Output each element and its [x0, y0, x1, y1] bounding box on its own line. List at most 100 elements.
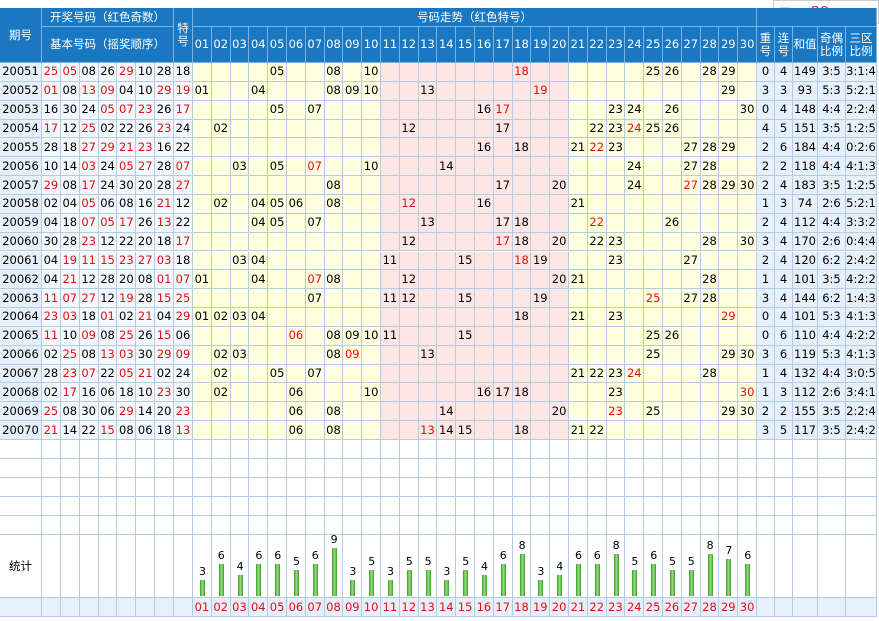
trend-cell: [399, 383, 419, 403]
trend-cell: [663, 157, 682, 177]
trend-cell: [362, 213, 381, 233]
basic-number: 05: [117, 157, 137, 177]
trend-cell: [700, 213, 720, 233]
trend-hit: 13: [418, 345, 438, 365]
zones: 4:2:2: [846, 270, 877, 290]
count-label: 5: [293, 554, 300, 568]
trend-cell: [305, 383, 325, 403]
trend-cell: [738, 289, 757, 309]
consecutive: 3: [775, 383, 793, 403]
issue: 20055: [0, 138, 42, 158]
basic-number: 17: [60, 383, 80, 403]
count-bar: [463, 569, 469, 596]
basic-number: 16: [155, 138, 175, 158]
count-bar: [745, 564, 751, 596]
trend-hit: 26: [663, 100, 682, 120]
trend-cell: [644, 270, 663, 290]
trend-cell: [681, 421, 701, 440]
footer-number: 28: [700, 598, 720, 617]
trend-cell: [663, 364, 682, 384]
trend-cell: [719, 213, 739, 233]
trend-hit: 13: [418, 81, 438, 101]
empty-cell: [42, 497, 61, 516]
trend-column-header: 22: [587, 27, 607, 63]
trend-hit: 02: [211, 308, 231, 327]
odd_even: 5:3: [818, 308, 846, 327]
header-consecutive: 连号: [775, 27, 793, 63]
basic-number: 10: [42, 157, 61, 177]
trend-cell: [493, 308, 513, 327]
empty-cell: [719, 516, 739, 535]
basic-number: 12: [98, 289, 118, 309]
trend-cell: [343, 289, 363, 309]
count-bar: [557, 574, 563, 596]
repeat: 2: [757, 138, 775, 158]
basic-number: 28: [155, 176, 175, 195]
zones: 3:3:2: [846, 213, 877, 233]
count-label: 4: [236, 559, 244, 573]
empty-cell: [793, 478, 818, 497]
trend-hit: 19: [531, 81, 551, 101]
empty-cell: [193, 440, 212, 459]
empty-cell: [644, 516, 663, 535]
trend-cell: [437, 194, 457, 214]
stats-cell: [700, 535, 720, 598]
empty-cell: [663, 478, 682, 497]
empty-cell: [343, 497, 363, 516]
basic-number: 23: [155, 383, 175, 403]
trend-cell: [456, 383, 475, 403]
empty-cell: [846, 440, 877, 459]
trend-hit: 21: [569, 421, 588, 440]
count-bar: [331, 548, 337, 596]
stats-cell: [493, 535, 513, 598]
trend-cell: [663, 289, 682, 309]
empty-cell: [268, 516, 287, 535]
empty-cell: [625, 516, 645, 535]
issue: 20058: [0, 194, 42, 214]
basic-number: 13: [79, 81, 99, 101]
trend-cell: [324, 289, 344, 309]
trend-cell: [249, 138, 269, 158]
trend-cell: [399, 63, 419, 82]
trend-cell: [475, 63, 494, 82]
stats-cell: [230, 535, 250, 598]
empty-cell: [60, 459, 80, 478]
trend-cell: [475, 326, 494, 346]
empty-cell: [362, 459, 381, 478]
issue: 20065: [0, 326, 42, 346]
trend-hit: 06: [287, 402, 306, 422]
basic-number: 14: [136, 402, 156, 422]
zones: 4:1:3: [846, 157, 877, 177]
count-bar: [500, 564, 506, 596]
consecutive: 4: [775, 251, 793, 271]
repeat: 0: [757, 100, 775, 120]
repeat: 2: [757, 176, 775, 195]
empty-cell: [719, 478, 739, 497]
trend-hit: 26: [663, 213, 682, 233]
trend-cell: [437, 63, 457, 82]
trend-hit: 14: [437, 157, 457, 177]
trend-cell: [531, 345, 551, 365]
footer-number: 26: [663, 598, 682, 617]
trend-hit: 22: [587, 364, 607, 384]
empty-cell: [512, 440, 532, 459]
trend-cell: [719, 119, 739, 139]
trend-cell: [437, 251, 457, 271]
empty-cell: [98, 516, 118, 535]
empty-cell: [381, 497, 400, 516]
trend-cell: [569, 213, 588, 233]
trend-cell: [512, 270, 532, 290]
trend-cell: [418, 157, 438, 177]
header-odd_even: 奇偶比例: [818, 27, 846, 63]
issue: 20068: [0, 383, 42, 403]
footer-number: 13: [418, 598, 438, 617]
trend-hit: 08: [324, 176, 344, 195]
count-label: 7: [725, 543, 733, 557]
trend-cell: [738, 213, 757, 233]
consecutive: 6: [775, 138, 793, 158]
empty-cell: [846, 516, 877, 535]
basic-number: 02: [42, 345, 61, 365]
stats-cell: [268, 535, 287, 598]
special-number: 23: [174, 402, 193, 422]
trend-hit: 19: [531, 251, 551, 271]
